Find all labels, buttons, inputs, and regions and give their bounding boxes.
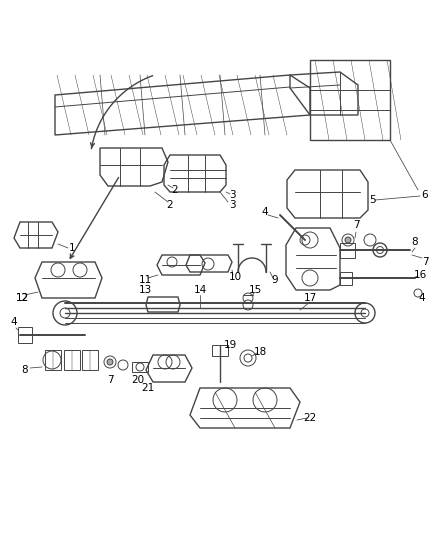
Text: 18: 18: [253, 347, 267, 357]
Text: 17: 17: [304, 293, 317, 303]
Text: 3: 3: [229, 200, 235, 210]
Text: 11: 11: [138, 275, 152, 285]
Text: 7: 7: [353, 220, 359, 230]
Text: 14: 14: [193, 285, 207, 295]
Text: 2: 2: [167, 200, 173, 210]
Text: 1: 1: [69, 243, 75, 253]
Text: 2: 2: [172, 185, 178, 195]
Text: 8: 8: [412, 237, 418, 247]
Text: 9: 9: [272, 275, 278, 285]
Text: 6: 6: [422, 190, 428, 200]
Text: 12: 12: [15, 293, 28, 303]
Circle shape: [107, 359, 113, 365]
Text: 22: 22: [304, 413, 317, 423]
Text: 13: 13: [138, 285, 152, 295]
Text: 7: 7: [422, 257, 428, 267]
Text: 20: 20: [131, 375, 145, 385]
Text: 16: 16: [413, 270, 427, 280]
Text: 19: 19: [223, 340, 237, 350]
Text: 15: 15: [248, 285, 261, 295]
Text: 7: 7: [107, 375, 113, 385]
Text: 8: 8: [22, 365, 28, 375]
Text: 21: 21: [141, 383, 155, 393]
Text: 12: 12: [15, 293, 28, 303]
Circle shape: [345, 237, 351, 243]
Text: 4: 4: [11, 317, 18, 327]
Text: 4: 4: [419, 293, 425, 303]
Text: 3: 3: [229, 190, 235, 200]
Text: 4: 4: [261, 207, 268, 217]
Text: 5: 5: [369, 195, 375, 205]
Text: 10: 10: [229, 272, 242, 282]
